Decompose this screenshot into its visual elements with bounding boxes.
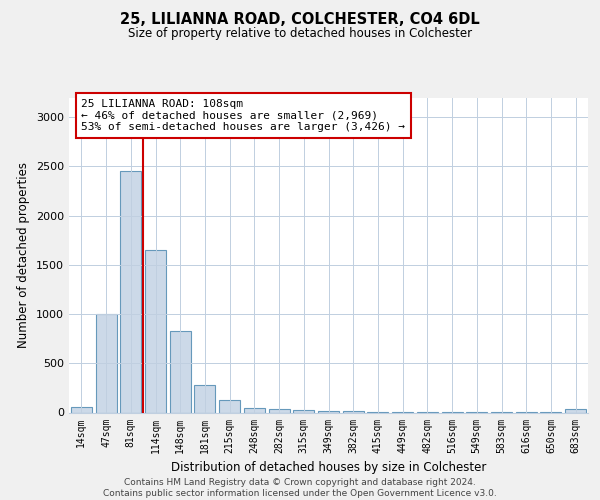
Y-axis label: Number of detached properties: Number of detached properties <box>17 162 31 348</box>
X-axis label: Distribution of detached houses by size in Colchester: Distribution of detached houses by size … <box>171 461 486 474</box>
Bar <box>219 400 240 412</box>
Bar <box>293 410 314 412</box>
Bar <box>194 385 215 412</box>
Text: Contains HM Land Registry data © Crown copyright and database right 2024.
Contai: Contains HM Land Registry data © Crown c… <box>103 478 497 498</box>
Bar <box>120 172 141 412</box>
Bar <box>318 410 339 412</box>
Text: Size of property relative to detached houses in Colchester: Size of property relative to detached ho… <box>128 28 472 40</box>
Bar <box>95 314 116 412</box>
Bar <box>170 331 191 412</box>
Bar <box>565 408 586 412</box>
Bar <box>343 411 364 412</box>
Bar <box>71 407 92 412</box>
Text: 25 LILIANNA ROAD: 108sqm
← 46% of detached houses are smaller (2,969)
53% of sem: 25 LILIANNA ROAD: 108sqm ← 46% of detach… <box>82 99 406 132</box>
Text: 25, LILIANNA ROAD, COLCHESTER, CO4 6DL: 25, LILIANNA ROAD, COLCHESTER, CO4 6DL <box>120 12 480 28</box>
Bar <box>244 408 265 412</box>
Bar <box>145 250 166 412</box>
Bar <box>269 408 290 412</box>
